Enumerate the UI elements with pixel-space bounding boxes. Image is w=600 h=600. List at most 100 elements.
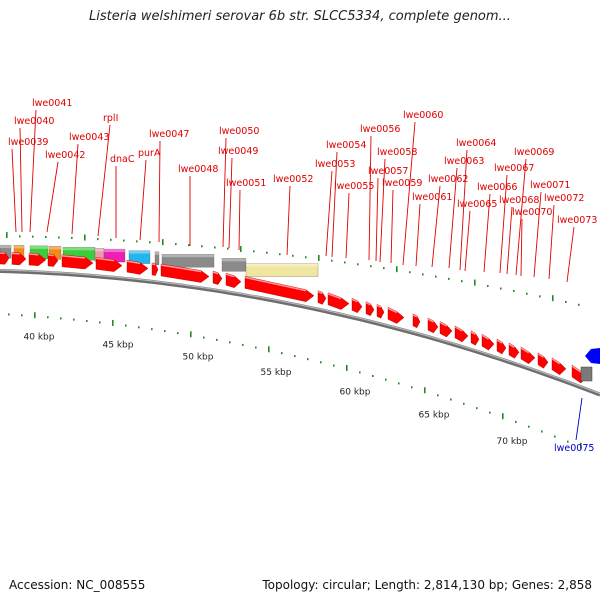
kbp-label: 70 kbp bbox=[497, 437, 528, 447]
tick-mark bbox=[580, 442, 582, 449]
gene-arrow-shine bbox=[95, 257, 115, 262]
gene-arrow-shine bbox=[470, 331, 476, 335]
gene-arrow-shine bbox=[126, 260, 141, 265]
genome-backbone bbox=[0, 269, 600, 397]
tick-mark bbox=[125, 324, 127, 327]
cog-bar bbox=[161, 254, 215, 268]
leader-line bbox=[331, 151, 338, 258]
forward-gene-arrow bbox=[496, 338, 507, 355]
reverse-gene-arrow bbox=[585, 348, 600, 364]
gene-label: lwe0061 bbox=[412, 192, 452, 203]
forward-gene-arrow bbox=[508, 342, 520, 359]
leader-line bbox=[29, 109, 37, 233]
leader-line bbox=[379, 158, 386, 263]
top-tick-track bbox=[6, 232, 580, 306]
forward-gene-arrow bbox=[454, 325, 469, 343]
leader-line bbox=[46, 161, 59, 233]
tick-mark bbox=[305, 256, 307, 259]
label-leaders bbox=[11, 109, 583, 441]
cog-bar-shine bbox=[104, 249, 125, 253]
cog-bar-shine bbox=[30, 245, 48, 249]
forward-gene-arrow bbox=[151, 262, 159, 276]
tick-mark bbox=[19, 235, 21, 238]
gene-label: rplI bbox=[103, 113, 118, 124]
leader-line bbox=[483, 193, 491, 273]
tick-mark bbox=[292, 254, 294, 257]
tick-mark bbox=[554, 435, 556, 438]
gene-label: lwe0071 bbox=[530, 180, 570, 191]
tick-mark bbox=[279, 253, 281, 256]
tick-mark bbox=[385, 378, 387, 381]
gene-label: lwe0054 bbox=[326, 140, 366, 151]
forward-gene-arrow bbox=[427, 317, 439, 334]
tick-mark bbox=[474, 279, 476, 286]
tick-mark bbox=[331, 259, 333, 262]
tick-mark bbox=[500, 287, 502, 290]
tick-mark bbox=[344, 261, 346, 264]
tick-mark bbox=[99, 321, 101, 324]
accession-label: Accession: NC_008555 bbox=[9, 578, 146, 592]
tick-mark bbox=[240, 245, 242, 252]
tick-mark bbox=[112, 319, 114, 326]
kbp-label: 60 kbp bbox=[340, 387, 371, 397]
cog-bar bbox=[154, 251, 160, 265]
gene-label: lwe0047 bbox=[149, 129, 189, 140]
forward-gene-arrow bbox=[11, 252, 27, 266]
leader-line bbox=[71, 143, 79, 235]
tick-mark bbox=[73, 318, 75, 321]
cog-bar-shine bbox=[222, 258, 246, 262]
gene-label: lwe0040 bbox=[14, 116, 54, 127]
leader-line bbox=[222, 137, 227, 248]
tick-mark bbox=[307, 358, 309, 361]
leader-line bbox=[459, 149, 468, 271]
leader-line bbox=[415, 203, 421, 267]
gene-label: lwe0064 bbox=[456, 138, 496, 149]
gene-arrow-shine bbox=[151, 263, 156, 266]
forward-gene-arrow bbox=[551, 357, 567, 376]
gene-label: lwe0049 bbox=[218, 146, 258, 157]
tick-mark bbox=[201, 245, 203, 248]
leader-line bbox=[325, 170, 333, 257]
gene-arrow-shine bbox=[351, 298, 358, 303]
leader-line bbox=[533, 191, 542, 278]
tick-mark bbox=[123, 239, 125, 242]
tick-mark bbox=[229, 341, 231, 344]
tick-mark bbox=[333, 364, 335, 367]
leader-line bbox=[390, 189, 394, 264]
gene-label: lwe0073 bbox=[557, 215, 597, 226]
forward-gene-arrow bbox=[351, 297, 363, 313]
tick-mark bbox=[318, 254, 320, 261]
gene-track bbox=[0, 251, 600, 384]
gene-arrow-shine bbox=[571, 365, 582, 373]
tick-mark bbox=[149, 241, 151, 244]
gene-label: lwe0072 bbox=[544, 193, 584, 204]
tick-mark bbox=[383, 267, 385, 270]
gene-label: dnaC bbox=[110, 154, 135, 165]
gene-label: lwe0042 bbox=[45, 150, 85, 161]
tick-mark bbox=[266, 251, 268, 254]
tick-mark bbox=[60, 317, 62, 320]
map-title: Listeria welshimeri serovar 6b str. SLCC… bbox=[89, 9, 511, 24]
tick-mark bbox=[578, 303, 580, 306]
gene-label: lwe0043 bbox=[69, 132, 109, 143]
tick-mark bbox=[227, 247, 229, 250]
leader-line bbox=[19, 127, 23, 233]
forward-gene-arrow bbox=[327, 292, 350, 310]
forward-gene-arrow bbox=[0, 251, 10, 265]
gene-label: lwe0050 bbox=[219, 126, 259, 137]
forward-gene-arrow bbox=[28, 252, 47, 267]
forward-gene-arrow bbox=[126, 259, 149, 275]
forward-gene-arrow bbox=[387, 306, 405, 324]
forward-gene-arrow bbox=[520, 346, 536, 365]
leader-line bbox=[520, 218, 523, 277]
leader-line bbox=[375, 177, 379, 262]
gene-label: lwe0056 bbox=[360, 124, 400, 135]
forward-gene-arrow bbox=[412, 313, 421, 329]
tick-mark bbox=[320, 361, 322, 364]
tick-mark bbox=[422, 273, 424, 276]
gene-label: lwe0052 bbox=[273, 174, 313, 185]
tick-mark bbox=[424, 387, 426, 394]
leader-line bbox=[345, 192, 350, 259]
leader-line bbox=[139, 159, 147, 241]
